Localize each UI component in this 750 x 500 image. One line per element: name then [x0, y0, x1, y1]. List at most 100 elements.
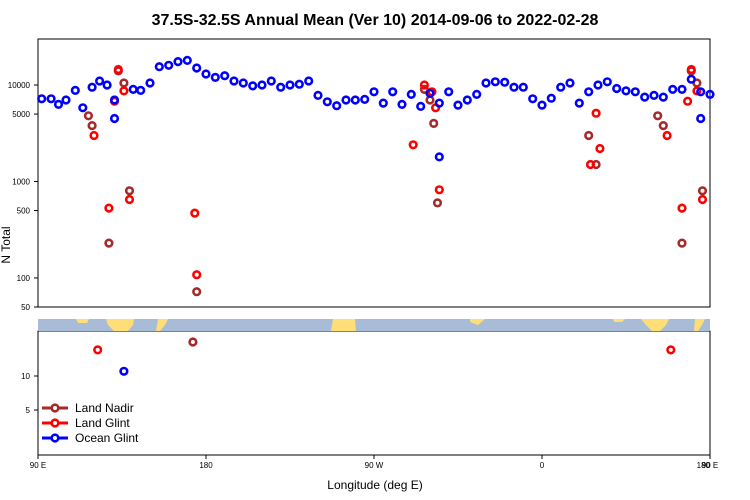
ocean-glint-point: [602, 77, 612, 87]
ocean-glint-point: [257, 80, 267, 90]
land-nadir-point: [429, 118, 439, 128]
ocean-glint-point: [696, 113, 706, 124]
ocean-glint-point: [434, 98, 444, 108]
x-tick-label: 90 E: [30, 461, 46, 470]
ocean-glint-point: [565, 78, 575, 88]
ocean-glint-point: [109, 113, 120, 124]
land-nadir-point: [83, 111, 93, 121]
ocean-glint-point: [201, 69, 211, 79]
ocean-glint-point: [668, 84, 678, 94]
ocean-glint-point: [182, 55, 192, 66]
ocean-glint-point: [388, 87, 398, 97]
legend-marker-land-nadir: [50, 403, 60, 413]
land-nadir-point: [119, 78, 129, 88]
y-tick-label: 10000: [8, 81, 31, 90]
land-glint-point: [93, 345, 103, 355]
ocean-glint-point: [528, 94, 538, 104]
ocean-glint-point: [119, 366, 129, 376]
ocean-glint-point: [490, 77, 500, 87]
map-strip: [38, 319, 710, 331]
data-points: [37, 55, 715, 376]
land-nadir-point: [104, 238, 114, 248]
ocean-glint-point: [109, 95, 120, 105]
land-nadir-point: [658, 120, 668, 131]
ocean-glint-point: [593, 80, 603, 90]
ocean-glint-point: [87, 82, 97, 92]
ocean-glint-point: [78, 103, 88, 113]
land-glint-point: [192, 270, 202, 280]
land-glint-point: [595, 143, 605, 154]
land-glint-point: [585, 159, 596, 170]
legend-label-land-glint: Land Glint: [75, 416, 130, 430]
land-nadir-point: [192, 287, 202, 297]
ocean-glint-point: [276, 82, 286, 92]
ocean-glint-point: [341, 95, 351, 105]
x-tick-label: 180: [697, 461, 711, 470]
land-glint-point: [89, 130, 99, 141]
land-glint-point: [419, 80, 430, 90]
legend-marker-land-glint: [50, 418, 60, 428]
ocean-glint-point: [453, 100, 463, 110]
ocean-glint-point: [518, 82, 528, 92]
ocean-glint-point: [154, 62, 164, 72]
ocean-glint-point: [37, 94, 47, 104]
ocean-glint-point: [500, 77, 510, 87]
land-glint-point: [124, 194, 135, 205]
y-tick-label: 100: [17, 274, 31, 283]
ocean-glint-point: [406, 89, 416, 99]
land-nadir-point: [653, 111, 663, 121]
ocean-glint-point: [248, 81, 258, 91]
x-tick-label: 90 W: [365, 461, 384, 470]
ocean-glint-point: [128, 84, 138, 94]
y-axis-label: N Total: [0, 226, 13, 263]
land-south-america: [331, 319, 356, 331]
y-tick-label: 50: [21, 303, 30, 312]
ocean-glint-point: [53, 99, 64, 109]
ocean-glint-point: [444, 87, 454, 97]
ocean-glint-point: [677, 84, 687, 94]
ocean-glint-point: [658, 92, 668, 102]
ocean-glint-point: [192, 63, 202, 73]
land-glint-point: [190, 208, 200, 218]
land-glint-point: [408, 140, 418, 150]
ocean-glint-point: [136, 85, 146, 95]
ocean-glint-point: [210, 72, 220, 82]
ocean-glint-point: [220, 71, 230, 81]
ocean-glint-point: [640, 92, 650, 102]
y-tick-label: 5: [26, 406, 31, 415]
ocean-glint-point: [294, 79, 304, 89]
ocean-glint-point: [304, 76, 314, 86]
legend-label-land-nadir: Land Nadir: [75, 401, 134, 415]
ocean-glint-point: [164, 60, 174, 70]
ocean-glint-point: [630, 87, 640, 97]
land-africa: [470, 319, 485, 325]
ocean-glint-point: [472, 89, 482, 99]
x-tick-label: 0: [540, 461, 545, 470]
ocean-glint-point: [173, 56, 183, 67]
y-tick-label: 1000: [12, 177, 30, 186]
ocean-glint-point: [332, 101, 342, 111]
land-glint-point: [662, 130, 672, 141]
ocean-glint-point: [696, 87, 706, 97]
ocean-glint-point: [369, 87, 379, 97]
ocean-glint-point: [462, 95, 472, 105]
ocean-glint-point: [378, 98, 388, 108]
land-nadir-point: [432, 198, 443, 208]
ocean-glint-point: [621, 86, 631, 96]
ocean-glint-point: [705, 89, 715, 99]
land-glint-point: [119, 86, 129, 96]
ocean-glint-point: [322, 97, 332, 107]
y-tick-label: 10: [21, 372, 30, 381]
land-nadir-point: [584, 130, 594, 141]
land-nadir-point: [677, 238, 687, 248]
land-glint-point: [682, 96, 693, 106]
ocean-glint-point: [556, 82, 566, 92]
y-tick-label: 500: [17, 207, 31, 216]
land-glint-point: [434, 185, 444, 195]
ocean-glint-point: [313, 90, 323, 100]
x-axis-label: Longitude (deg E): [327, 478, 422, 492]
ocean-glint-point: [434, 152, 444, 162]
ocean-glint-point: [238, 78, 248, 88]
